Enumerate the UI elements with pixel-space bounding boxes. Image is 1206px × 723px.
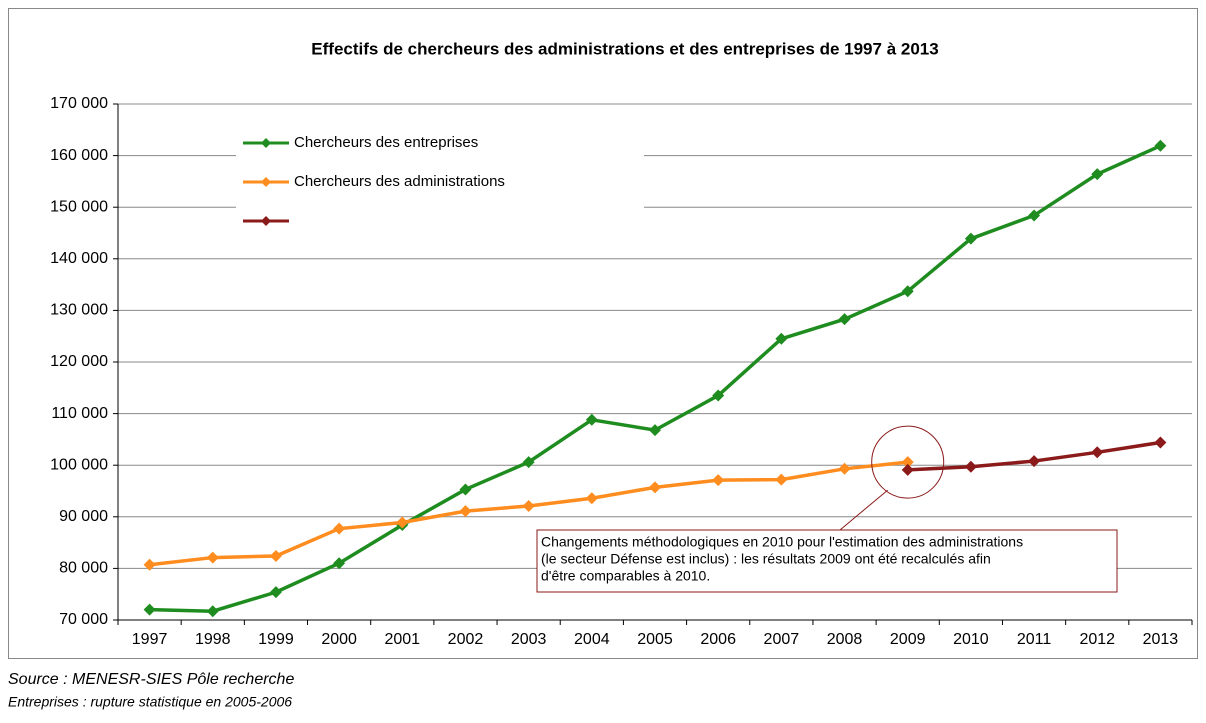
point-marker [1091, 446, 1104, 459]
point-marker [901, 285, 914, 298]
y-tick-label: 160 000 [50, 147, 108, 164]
annotation-text: (le secteur Défense est inclus) : les ré… [541, 551, 991, 567]
point-marker [649, 424, 661, 437]
legend-label: Chercheurs des entreprises [294, 134, 478, 151]
x-tick-label: 2013 [1143, 631, 1179, 648]
x-tick-label: 2004 [574, 631, 610, 648]
y-tick-label: 120 000 [50, 353, 108, 370]
point-marker [206, 605, 219, 618]
point-marker [269, 586, 282, 599]
legend-box [236, 122, 644, 230]
annotation-leader [839, 489, 889, 531]
x-tick-label: 2012 [1079, 631, 1115, 648]
point-marker [964, 232, 977, 245]
x-tick-label: 1998 [195, 631, 231, 648]
point-marker [1028, 455, 1041, 468]
annotation-box [536, 529, 1118, 593]
x-tick-label: 2009 [890, 631, 926, 648]
point-marker [206, 551, 219, 564]
x-tick-label: 2010 [953, 631, 989, 648]
y-tick-label: 90 000 [59, 508, 108, 525]
x-tick-label: 2001 [384, 631, 420, 648]
annotation-text: d'être comparables à 2010. [541, 568, 710, 584]
legend: Chercheurs des entreprises Chercheurs des… [236, 122, 644, 230]
x-tick-label: 2003 [511, 631, 547, 648]
point-marker [396, 516, 409, 529]
point-marker [333, 557, 346, 570]
x-tick-label: 1997 [132, 631, 168, 648]
y-tick-label: 100 000 [50, 456, 108, 473]
point-marker [775, 332, 788, 345]
point-marker [1091, 168, 1104, 181]
legend-marker [261, 138, 271, 148]
point-marker [522, 456, 535, 469]
point-marker [269, 550, 282, 563]
source-note: Source : MENESR-SIES Pôle recherche [8, 671, 294, 688]
x-tick-label: 2000 [321, 631, 357, 648]
point-marker [901, 456, 914, 469]
x-tick-label: 2007 [764, 631, 800, 648]
y-tick-label: 110 000 [51, 405, 108, 422]
legend-marker [261, 177, 271, 187]
point-marker [1154, 436, 1167, 449]
point-marker [333, 522, 346, 535]
x-tick-label: 2002 [448, 631, 484, 648]
y-tick-label: 70 000 [59, 611, 108, 628]
x-tick-label: 1999 [258, 631, 294, 648]
x-tick-label: 2011 [1017, 631, 1052, 648]
chart-title: Effectifs de chercheurs des administrati… [311, 39, 938, 58]
legend-marker [261, 216, 271, 226]
point-marker [838, 313, 851, 326]
legend-label: Chercheurs des administrations [294, 173, 505, 190]
point-marker [712, 389, 725, 402]
y-tick-label: 150 000 [50, 198, 108, 215]
annotation-circle [871, 425, 945, 499]
point-marker [649, 481, 661, 494]
point-marker [522, 499, 535, 512]
point-marker [459, 505, 472, 518]
point-marker [712, 474, 725, 487]
x-tick-label: 2005 [637, 631, 673, 648]
y-tick-label: 170 000 [50, 95, 108, 112]
x-tick-label: 2008 [827, 631, 863, 648]
annotation-text: Changements méthodologiques en 2010 pour… [541, 534, 1023, 550]
point-marker [775, 473, 788, 486]
point-marker [901, 463, 914, 476]
point-marker [838, 462, 851, 475]
y-tick-label: 80 000 [59, 560, 108, 577]
y-tick-label: 130 000 [50, 302, 108, 319]
point-marker [585, 492, 598, 505]
point-marker [1154, 139, 1167, 152]
y-tick-label: 140 000 [50, 250, 108, 267]
point-marker [143, 603, 156, 616]
point-marker [964, 460, 977, 473]
point-marker [143, 558, 156, 571]
point-marker [459, 483, 472, 496]
point-marker [585, 413, 598, 426]
x-tick-label: 2006 [700, 631, 736, 648]
note: Entreprises : rupture statistique en 200… [8, 694, 292, 710]
point-marker [1028, 209, 1041, 222]
